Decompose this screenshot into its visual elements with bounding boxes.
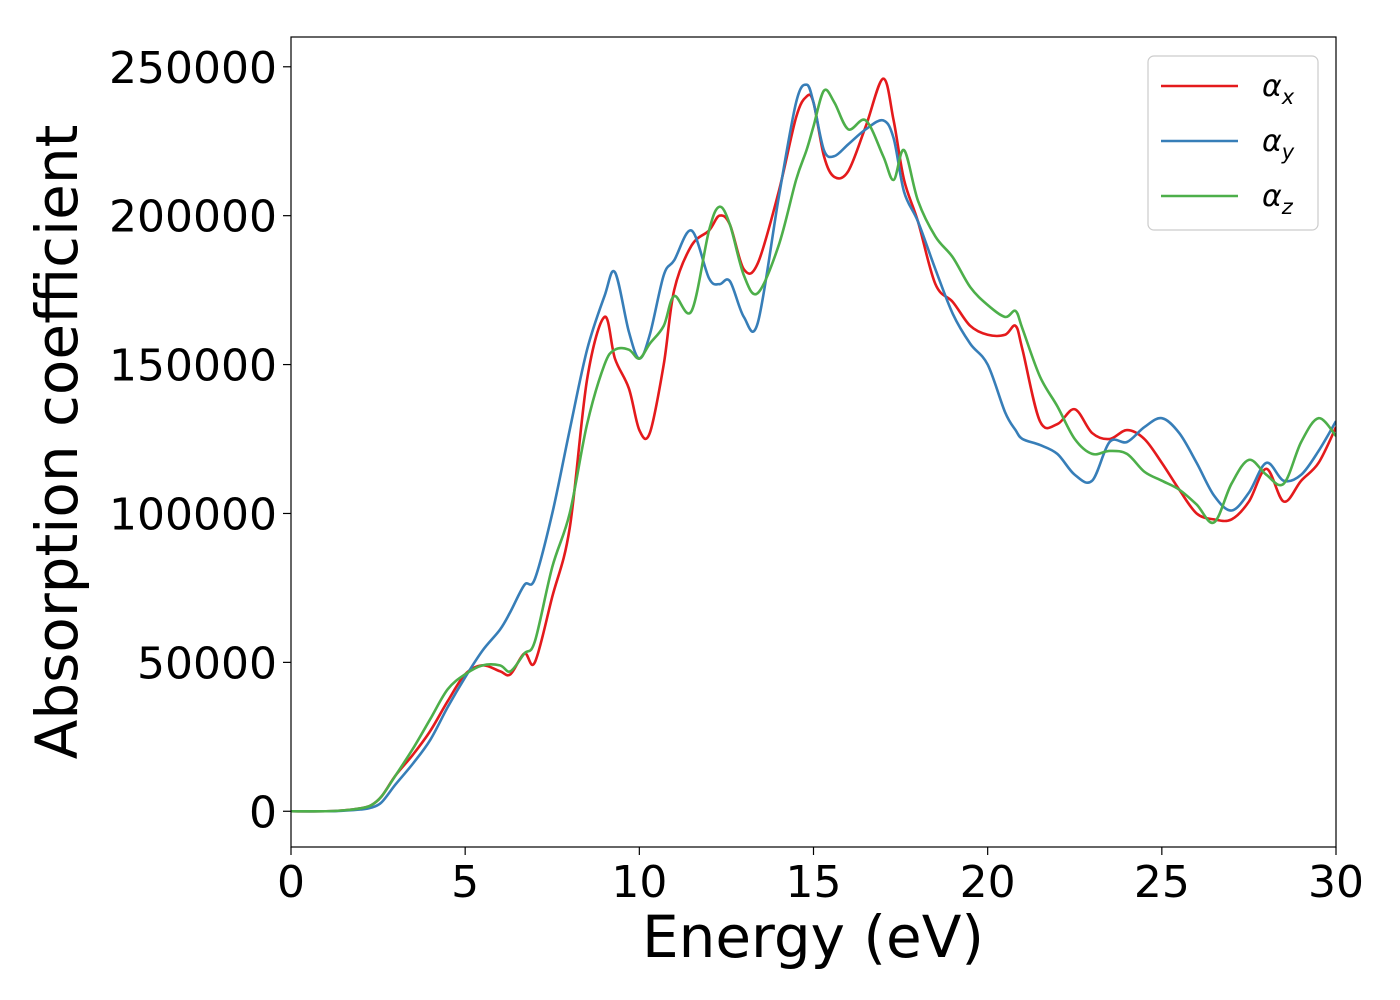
series-line-z	[291, 88, 1336, 813]
x-tick-label: 15	[786, 857, 842, 908]
series-line-y	[291, 83, 1336, 813]
x-axis-label: Energy (eV)	[642, 903, 984, 971]
x-tick-label: 25	[1134, 857, 1190, 908]
x-tick-label: 20	[960, 857, 1016, 908]
series-line-x	[291, 77, 1336, 813]
y-axis-label: Absorption coefficient	[23, 125, 91, 760]
x-tick-label: 0	[277, 857, 305, 908]
x-tick-label: 30	[1308, 857, 1364, 908]
y-tick-label: 150000	[109, 341, 277, 392]
legend-box	[1147, 55, 1319, 231]
legend-label-z: αz	[1262, 179, 1294, 219]
legend-label-y: αy	[1262, 124, 1295, 164]
y-tick-label: 200000	[109, 192, 277, 243]
legend: αx αy αz	[1147, 55, 1319, 231]
axes: 0 5 10 15 20 25 30 0 50000 100000 150000 200000 2500…	[109, 36, 1364, 908]
y-tick-label: 250000	[109, 43, 277, 94]
y-tick-label: 50000	[137, 638, 277, 689]
y-tick-label: 100000	[109, 489, 277, 540]
y-tick-label: 0	[249, 787, 277, 838]
legend-label-x: αx	[1262, 69, 1295, 109]
series-layer	[291, 77, 1336, 813]
x-tick-label: 5	[451, 857, 479, 908]
x-tick-label: 10	[611, 857, 667, 908]
